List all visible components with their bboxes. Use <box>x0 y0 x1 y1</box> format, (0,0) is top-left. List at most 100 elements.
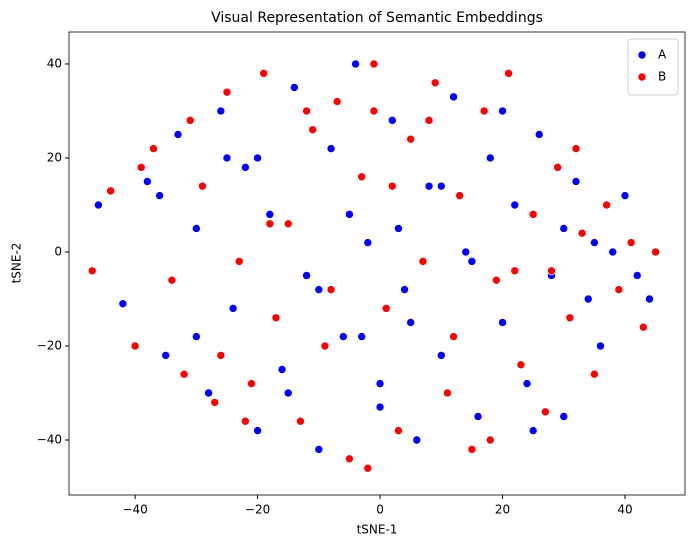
point <box>467 445 477 454</box>
x-axis-label: tSNE-1 <box>357 523 398 537</box>
point <box>577 228 587 238</box>
y-tick-label: 20 <box>47 150 62 164</box>
y-axis-label: tSNE-2 <box>10 243 24 284</box>
point <box>614 285 624 294</box>
point <box>418 257 428 266</box>
point <box>265 219 275 229</box>
legend-label: B <box>658 70 666 84</box>
point <box>106 186 115 196</box>
point <box>283 388 293 398</box>
point <box>424 116 434 125</box>
point <box>351 59 360 69</box>
y-tick-label: 0 <box>54 244 62 258</box>
point <box>302 106 311 116</box>
point <box>455 191 464 200</box>
point <box>155 191 164 200</box>
point <box>449 92 458 102</box>
point <box>204 388 213 398</box>
point <box>143 177 152 186</box>
point <box>247 379 256 388</box>
point <box>167 275 177 285</box>
point <box>283 219 293 229</box>
point <box>620 191 630 200</box>
point <box>277 365 287 374</box>
point <box>345 454 354 464</box>
point <box>314 445 324 454</box>
point <box>424 181 434 191</box>
point <box>388 181 397 191</box>
point <box>253 426 262 435</box>
point <box>473 412 483 421</box>
legend-box <box>627 38 679 96</box>
point <box>253 153 262 163</box>
point <box>210 398 220 407</box>
point <box>645 294 654 304</box>
point <box>149 144 158 153</box>
point <box>516 360 526 370</box>
point <box>332 97 342 106</box>
point <box>412 435 422 445</box>
point <box>565 313 575 323</box>
point <box>602 200 611 210</box>
point <box>430 78 440 88</box>
point <box>528 426 538 435</box>
point <box>314 285 324 294</box>
y-tick-label: −20 <box>37 338 62 352</box>
point <box>381 304 391 313</box>
point <box>547 266 556 276</box>
legend-label: A <box>658 48 667 62</box>
point <box>406 318 415 327</box>
point <box>259 69 269 78</box>
point <box>302 271 311 280</box>
point <box>651 247 660 257</box>
point <box>345 210 354 219</box>
axes-frame <box>68 31 686 496</box>
point <box>173 130 183 139</box>
point <box>534 130 544 139</box>
point <box>216 106 226 116</box>
point <box>394 224 403 233</box>
point <box>326 144 336 153</box>
point <box>339 332 348 341</box>
point <box>571 177 581 186</box>
chart-title: Visual Representation of Semantic Embedd… <box>211 10 543 26</box>
point <box>479 106 489 116</box>
point <box>639 322 648 332</box>
point <box>326 285 336 294</box>
point <box>136 163 146 172</box>
point <box>228 304 238 313</box>
point <box>179 369 189 379</box>
point <box>590 369 599 379</box>
point <box>443 388 452 398</box>
point <box>308 125 318 135</box>
point <box>485 435 495 445</box>
point <box>400 285 409 294</box>
point <box>296 416 305 426</box>
point <box>394 426 403 435</box>
point <box>118 299 128 308</box>
point <box>510 266 520 276</box>
point <box>357 332 366 341</box>
point <box>504 69 513 78</box>
x-tick-label: 20 <box>495 503 510 517</box>
point <box>632 271 642 280</box>
x-tick-label: 0 <box>376 503 384 517</box>
point <box>485 153 495 163</box>
point <box>363 463 373 473</box>
point <box>467 257 477 266</box>
point <box>375 379 385 388</box>
point <box>388 116 397 125</box>
point <box>94 200 103 210</box>
point <box>369 59 379 69</box>
point <box>553 163 562 172</box>
point <box>596 341 605 351</box>
point <box>608 247 618 257</box>
point <box>406 134 415 144</box>
point <box>87 266 97 276</box>
point <box>522 379 532 388</box>
point <box>436 351 446 360</box>
point <box>320 341 330 351</box>
point <box>185 116 195 125</box>
point <box>583 294 593 304</box>
